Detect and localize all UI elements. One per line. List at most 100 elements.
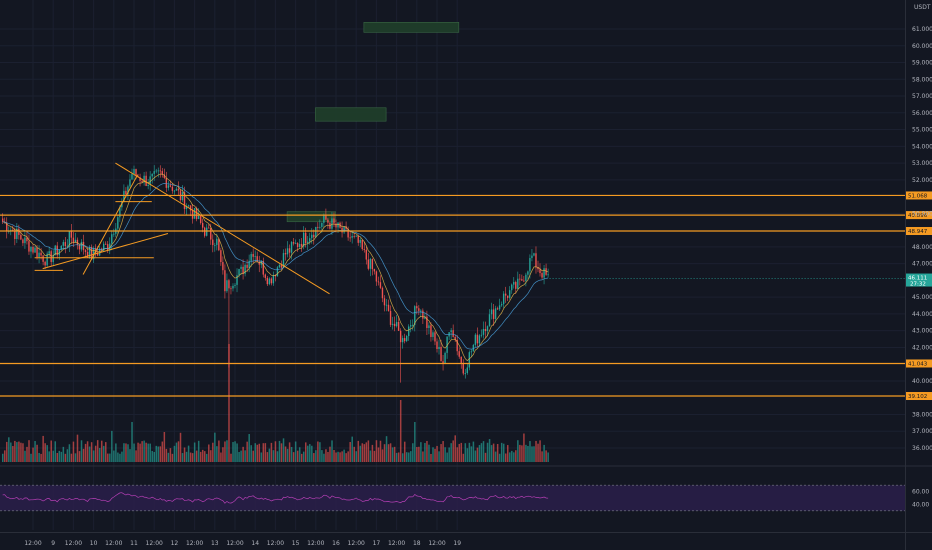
volume-bar: [472, 441, 475, 462]
price-tick-label: 60.000: [912, 43, 932, 50]
volume-bar: [365, 442, 368, 462]
volume-bar: [48, 451, 50, 462]
candle: [123, 190, 125, 202]
volume-bar: [500, 442, 503, 462]
price-tick-label: 48.000: [912, 244, 932, 251]
level-tag: [906, 359, 932, 368]
candle: [349, 237, 351, 239]
candle: [494, 308, 497, 319]
candle: [521, 279, 523, 281]
candle: [377, 281, 380, 283]
candle: [58, 249, 60, 256]
time-tick-label: 12:00: [186, 540, 203, 547]
candle: [397, 322, 400, 331]
volume-bar: [466, 448, 469, 462]
volume-bar: [36, 444, 38, 462]
candle: [131, 174, 133, 180]
volume-bar: [401, 453, 404, 462]
candle: [537, 267, 539, 270]
candle: [464, 373, 466, 374]
candle: [515, 282, 517, 289]
trendline: [42, 232, 169, 270]
candle: [173, 190, 176, 192]
moving-averages: [2, 173, 549, 362]
price-axis[interactable]: 61.000 60.000 59.000 58.000 57.000 56.000 55.0…: [905, 0, 932, 550]
time-axis[interactable]: 12:00 9 12:00 10 12:00 11 12:00 12 12:00 13 12:00 1…: [0, 532, 932, 548]
candle: [539, 269, 541, 274]
volume-bar: [109, 453, 111, 462]
candle: [80, 241, 83, 250]
candle: [280, 264, 283, 268]
volume-bar: [329, 446, 331, 462]
candle: [111, 234, 113, 244]
level-label: 39.102: [908, 394, 927, 400]
candle: [313, 234, 315, 238]
candle: [145, 175, 147, 187]
volume-bar: [30, 453, 32, 462]
volume-bar: [137, 442, 139, 462]
candle: [401, 338, 404, 343]
volume-bar: [115, 443, 117, 462]
ema-line: [2, 183, 549, 350]
candle: [222, 262, 224, 271]
candle: [517, 278, 519, 289]
candle: [321, 222, 323, 227]
candle: [412, 324, 414, 326]
volume-bar: [244, 450, 246, 462]
candle: [98, 248, 101, 256]
candle: [351, 236, 353, 238]
target-zones: [286, 21, 460, 223]
volume-bar: [169, 448, 172, 462]
volume-bar: [494, 451, 497, 462]
volume-bar: [321, 450, 323, 462]
volume-bar: [151, 450, 153, 462]
candle: [264, 274, 266, 278]
volume-bar: [311, 445, 313, 462]
volume-bar: [426, 440, 428, 462]
candle: [531, 255, 533, 259]
volume-bar: [367, 440, 370, 462]
candle: [424, 316, 426, 319]
volume-bar: [240, 450, 242, 462]
candle: [375, 271, 378, 282]
volume-bar: [490, 445, 493, 462]
candle: [129, 179, 131, 187]
volume-bar: [54, 441, 57, 462]
volume-bar: [446, 452, 448, 462]
volume-bar: [2, 453, 4, 462]
volume-bar: [10, 442, 12, 462]
candle: [496, 308, 499, 310]
candle: [331, 218, 333, 229]
candle: [450, 330, 452, 333]
volume-bar: [238, 451, 240, 462]
time-tick-label: 15: [292, 540, 300, 547]
volume-bar: [480, 443, 483, 462]
trendlines[interactable]: [34, 162, 330, 295]
volume-bar: [519, 444, 521, 462]
candle: [256, 256, 258, 262]
volume-bar: [262, 443, 265, 462]
candle: [410, 325, 412, 327]
candle: [56, 245, 58, 256]
candle: [119, 207, 121, 218]
volume-bar: [246, 441, 248, 462]
price-tick-label: 52.000: [912, 177, 932, 184]
candle: [197, 215, 200, 220]
volume-bar: [100, 440, 103, 462]
candle: [446, 336, 448, 353]
candle: [341, 227, 343, 233]
volume-bar: [264, 443, 267, 462]
candle: [347, 228, 349, 238]
candle: [294, 243, 297, 244]
horizontal-levels[interactable]: 51.068 49.896 48.947 41.043 39.102 46.11127:3…: [0, 191, 932, 401]
candle: [28, 241, 30, 252]
candle: [363, 249, 365, 250]
last-price-value: 46.111: [908, 276, 927, 282]
candle: [210, 228, 212, 240]
volume-bar: [345, 453, 347, 462]
volume-bar: [232, 442, 234, 462]
volume-bar: [80, 440, 83, 462]
candle: [442, 361, 444, 364]
candle: [428, 325, 430, 329]
